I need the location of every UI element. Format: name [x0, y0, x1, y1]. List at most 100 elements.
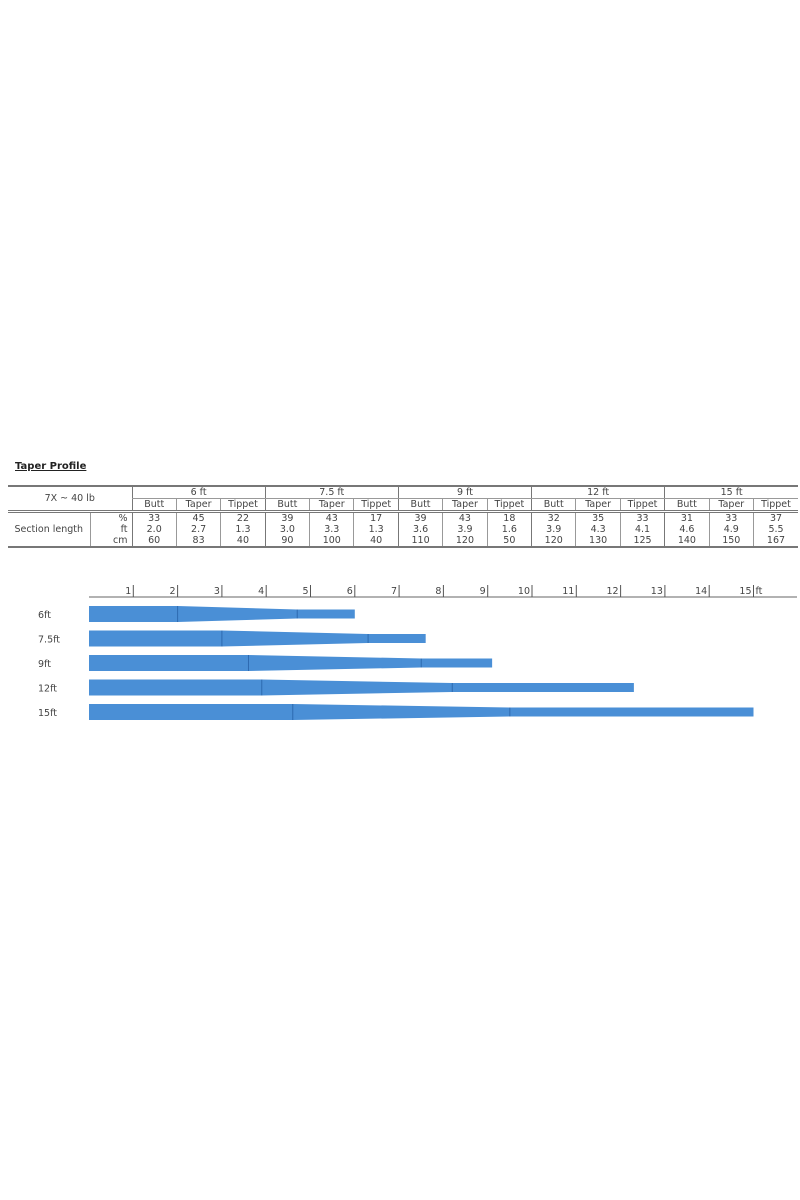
taper-section: [221, 630, 369, 647]
butt-section: [89, 704, 293, 720]
value-cell: 39: [397, 511, 443, 524]
value-cell: 43: [309, 511, 354, 524]
bar-label: 9ft: [38, 659, 51, 670]
value-cell: 5.5: [752, 524, 798, 535]
value-cell: 140: [664, 535, 710, 548]
tick-label: 8: [435, 586, 441, 597]
unit-label: %: [89, 511, 132, 524]
tick-label: 3: [214, 586, 220, 597]
section-header: Butt: [131, 498, 177, 513]
value-cell: 4.6: [664, 524, 710, 535]
value-cell: 40: [353, 535, 399, 548]
tippet-section: [368, 634, 426, 643]
length-header: 9 ft: [397, 485, 532, 499]
value-cell: 3.0: [264, 524, 310, 535]
length-header: 12 ft: [531, 485, 665, 499]
section-header: Taper: [442, 498, 488, 513]
value-cell: 83: [175, 535, 221, 548]
value-cell: 50: [486, 535, 532, 548]
taper-section: [261, 679, 453, 696]
tippet-section: [421, 658, 493, 668]
tick-label: 9: [480, 586, 486, 597]
value-cell: 4.1: [619, 524, 665, 535]
value-cell: 167: [752, 535, 798, 548]
taper-section: [248, 655, 422, 671]
bar-label: 15ft: [38, 708, 57, 719]
butt-section: [89, 679, 262, 696]
value-cell: 33: [708, 511, 754, 524]
value-cell: 110: [397, 535, 443, 548]
value-cell: 4.3: [575, 524, 621, 535]
value-cell: 4.9: [708, 524, 754, 535]
unit-label: cm: [89, 535, 132, 548]
length-header: 15 ft: [664, 485, 798, 499]
tick-label: 7: [391, 586, 397, 597]
tick-label: 10: [518, 586, 530, 597]
value-cell: 22: [220, 511, 266, 524]
tippet-section: [509, 707, 754, 717]
page-title: Taper Profile: [15, 461, 87, 472]
value-cell: 100: [309, 535, 354, 548]
value-cell: 3.3: [309, 524, 354, 535]
length-header: 6 ft: [131, 485, 266, 499]
section-header: Taper: [708, 498, 754, 513]
tick-label: 1: [125, 586, 131, 597]
taper-section: [292, 704, 510, 720]
value-cell: 90: [264, 535, 310, 548]
section-header: Butt: [664, 498, 710, 513]
bar-label: 12ft: [38, 684, 57, 695]
tick-label: 15: [739, 586, 751, 597]
tick-label: 11: [562, 586, 574, 597]
bar-label: 6ft: [38, 610, 51, 621]
axis-unit: ft: [756, 586, 763, 597]
value-cell: 40: [220, 535, 266, 548]
value-cell: 120: [442, 535, 488, 548]
taper-section: [177, 606, 298, 622]
section-header: Taper: [309, 498, 354, 513]
section-header: Butt: [397, 498, 443, 513]
length-header: 7.5 ft: [264, 485, 399, 499]
section-header: Tippet: [353, 498, 399, 513]
value-cell: 45: [175, 511, 221, 524]
value-cell: 32: [531, 511, 576, 524]
tick-label: 14: [695, 586, 707, 597]
tick-label: 6: [347, 586, 353, 597]
butt-section: [89, 655, 249, 671]
section-header: Tippet: [752, 498, 798, 513]
taper-table: 7X ~ 40 lb 6 ft 7.5 ft 9 ft 12 ft 15 ft Butt Ta…: [8, 485, 798, 548]
value-cell: 17: [353, 511, 399, 524]
section-header: Tippet: [486, 498, 532, 513]
value-cell: 1.3: [353, 524, 399, 535]
tick-label: 5: [302, 586, 308, 597]
value-cell: 37: [752, 511, 798, 524]
value-cell: 3.9: [531, 524, 576, 535]
bar-label: 7.5ft: [38, 635, 60, 646]
tick-label: 12: [607, 586, 619, 597]
value-cell: 2.0: [131, 524, 177, 535]
value-cell: 1.6: [486, 524, 532, 535]
value-cell: 130: [575, 535, 621, 548]
butt-section: [89, 606, 178, 622]
tick-label: 13: [651, 586, 663, 597]
section-header: Tippet: [619, 498, 665, 513]
tick-label: 4: [258, 586, 264, 597]
butt-section: [89, 630, 222, 647]
value-cell: 150: [708, 535, 754, 548]
value-cell: 43: [442, 511, 488, 524]
value-cell: 33: [619, 511, 665, 524]
value-cell: 1.3: [220, 524, 266, 535]
taper-profile-chart: 1 2 3 4 5 6 7 8 9 10 11 12 13 14 15 ft6ft7.5ft9ft12ft15…: [38, 585, 797, 720]
value-cell: 60: [131, 535, 177, 548]
section-header: Taper: [175, 498, 221, 513]
value-cell: 125: [619, 535, 665, 548]
tippet-section: [297, 609, 355, 619]
value-cell: 2.7: [175, 524, 221, 535]
unit-label: ft: [89, 524, 132, 535]
value-cell: 120: [531, 535, 576, 548]
tippet-section: [452, 683, 634, 692]
value-cell: 35: [575, 511, 621, 524]
section-header: Butt: [531, 498, 576, 513]
value-cell: 3.9: [442, 524, 488, 535]
section-header: Tippet: [220, 498, 266, 513]
value-cell: 39: [264, 511, 310, 524]
